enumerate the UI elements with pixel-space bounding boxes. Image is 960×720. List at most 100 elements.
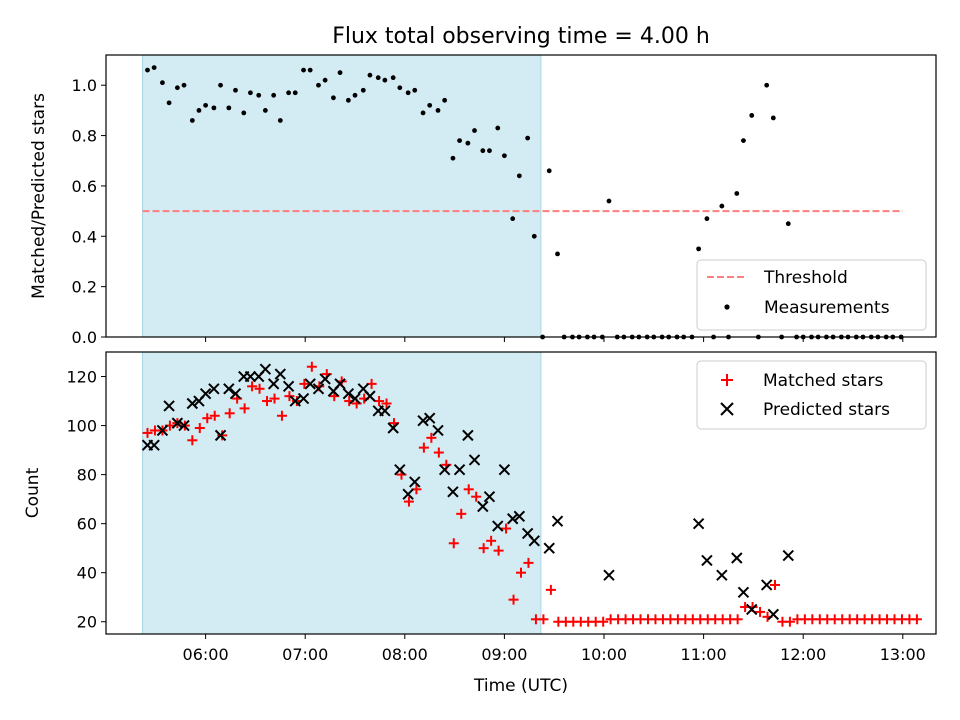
legend-measurements-swatch [724, 304, 730, 310]
predicted-star-point [312, 383, 325, 395]
predicted-star-point [282, 380, 295, 393]
figure-title: Flux total observing time = 4.00 h [332, 24, 710, 49]
predicted-star-point [319, 373, 331, 385]
measurement-point [531, 233, 537, 239]
predicted-star-point [423, 412, 436, 424]
predicted-star-point [186, 397, 199, 410]
matched-star-point [269, 393, 280, 404]
legend-predicted-label: Predicted stars [763, 400, 890, 420]
top-y-tick-label: 0.6 [72, 177, 97, 196]
matched-star-point [403, 496, 414, 507]
bottom-x-axis-label: Time (UTC) [473, 676, 568, 696]
measurement-point [606, 198, 612, 204]
measurement-point [390, 75, 396, 81]
predicted-star-point [506, 513, 519, 525]
predicted-star-point [229, 387, 242, 400]
predicted-star-point [274, 368, 287, 380]
measurement-point [248, 90, 253, 96]
measurement-point [345, 97, 351, 103]
predicted-star-point [477, 500, 489, 513]
measurement-point [316, 82, 321, 88]
measurement-point [420, 110, 426, 116]
matched-star-point [284, 391, 295, 402]
matched-star-point [374, 396, 385, 407]
predicted-star-point [498, 463, 511, 476]
predicted-star-point [731, 552, 743, 564]
measurement-point [352, 92, 358, 98]
predicted-star-point [379, 405, 391, 417]
predicted-star-point [244, 370, 257, 383]
predicted-star-point [394, 463, 406, 476]
predicted-star-point [349, 392, 361, 405]
bottom-y-tick-label: 20 [77, 613, 97, 632]
predicted-star-point [737, 586, 750, 599]
matched-star-point [239, 403, 250, 414]
measurement-point [292, 90, 298, 96]
measurement-point [480, 148, 486, 154]
measurement-point [337, 70, 343, 76]
matched-star-point [508, 594, 519, 605]
measurement-point [181, 82, 187, 88]
measurement-point [510, 216, 516, 222]
top-y-tick-label: 1.0 [72, 76, 97, 95]
bottom-axes-frame [105, 351, 937, 635]
measurement-point [301, 67, 306, 73]
measurement-point [749, 113, 755, 118]
bottom-legend-box [696, 360, 927, 430]
matched-star-point [381, 398, 392, 409]
predicted-star-point [342, 387, 355, 400]
measurement-point [262, 107, 268, 113]
predicted-star-point [483, 490, 496, 503]
bottom-x-tick-label: 08:00 [382, 645, 428, 664]
top-y-tick-label: 0.2 [72, 278, 97, 297]
measurement-point [555, 251, 560, 257]
measurement-point [546, 168, 552, 174]
predicted-star-point [417, 414, 429, 427]
matched-star-point [254, 383, 265, 394]
legend-threshold-label: Threshold [763, 268, 848, 288]
matched-star-point [463, 484, 474, 495]
predicted-star-point [701, 554, 713, 567]
bottom-x-tick-label: 12:00 [780, 645, 826, 664]
measurement-point [442, 97, 448, 103]
top-axes-frame [105, 54, 937, 338]
matched-star-point [538, 614, 549, 625]
measurement-point [734, 191, 740, 196]
measurement-point [741, 138, 746, 144]
predicted-star-point [208, 383, 220, 395]
matched-star-point [784, 616, 795, 627]
predicted-star-point [259, 363, 272, 375]
predicted-star-point [447, 486, 459, 498]
top-marks [142, 65, 904, 340]
top-y-tick-label: 0.4 [72, 227, 97, 246]
bottom-shaded-span [142, 351, 542, 635]
measurement-point [487, 148, 492, 154]
predicted-star-point [334, 378, 346, 390]
bottom-y-tick-label: 100 [66, 417, 97, 436]
predicted-star-point [297, 392, 310, 405]
predicted-star-point [178, 419, 190, 432]
legend-measurements-label: Measurements [764, 298, 890, 318]
predicted-star-point [692, 517, 705, 530]
predicted-star-point [223, 383, 235, 395]
matched-star-point [276, 410, 287, 421]
matched-star-point [299, 378, 310, 389]
matched-star-point [209, 410, 220, 421]
predicted-star-point [289, 395, 301, 407]
bottom-panel: 20 40 60 80 100 120 06:00 07:00 08:00 09:00 10:00… [23, 351, 937, 696]
legend-matched-label: Matched stars [763, 371, 883, 391]
matched-star-point [486, 535, 497, 546]
measurement-point [367, 72, 373, 78]
predicted-star-point [304, 378, 316, 390]
bottom-y-axis-label: Count [23, 467, 43, 518]
measurement-point [166, 100, 172, 106]
predicted-star-point [513, 510, 526, 523]
measurement-point [412, 87, 418, 93]
predicted-star-point [387, 422, 399, 434]
predicted-star-point [551, 515, 564, 527]
predicted-star-point [543, 542, 555, 554]
top-shaded-span [142, 54, 542, 338]
predicted-star-point [148, 439, 160, 451]
top-panel: 0.0 0.2 0.4 0.6 0.8 1.0 Matched/Predicted sta… [29, 54, 937, 347]
